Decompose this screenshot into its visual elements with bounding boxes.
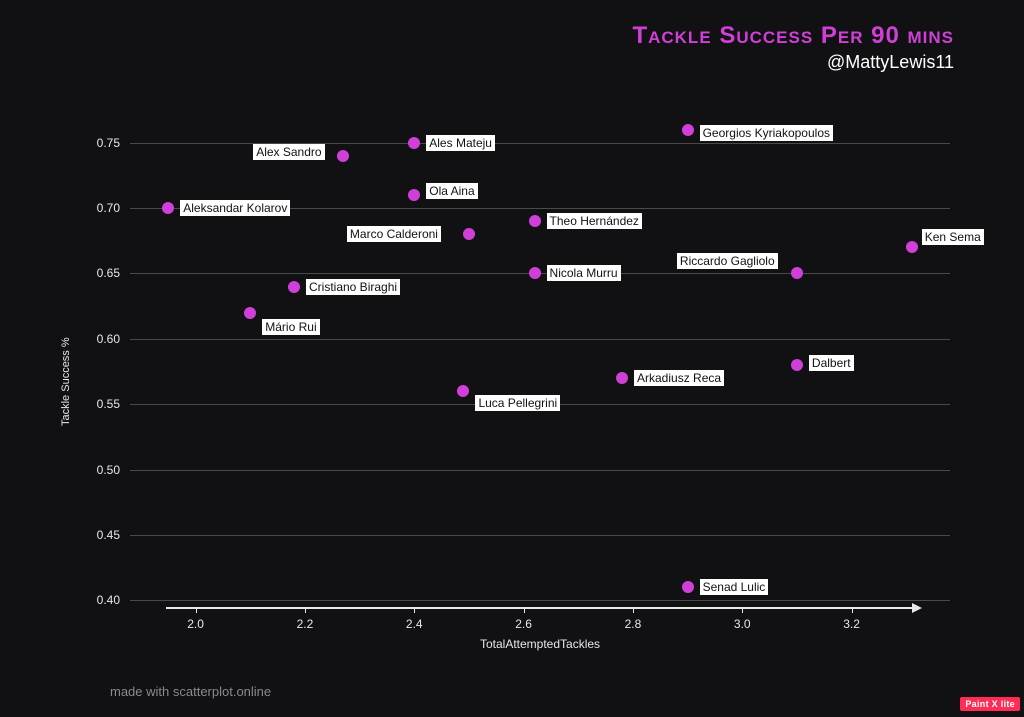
title-block: Tackle Success Per 90 mins @MattyLewis11 [632,22,954,73]
scatter-point [529,215,541,227]
y-tick-label: 0.70 [70,201,120,215]
scatter-point [463,228,475,240]
scatter-point [791,267,803,279]
scatter-point-label: Ken Sema [922,229,984,245]
x-tick-label: 2.4 [406,617,423,631]
scatter-point [682,581,694,593]
scatter-point-label: Mário Rui [262,319,319,335]
scatter-point [408,189,420,201]
x-tick-label: 2.6 [515,617,532,631]
scatter-point-label: Georgios Kyriakopoulos [700,125,833,141]
y-tick-label: 0.65 [70,266,120,280]
scatter-point [906,241,918,253]
scatter-point-label: Marco Calderoni [347,226,441,242]
x-tick-label: 3.0 [734,617,751,631]
x-axis-label: TotalAttemptedTackles [130,637,950,651]
scatter-point-label: Luca Pellegrini [475,395,560,411]
gridline [130,600,950,601]
scatter-point-label: Senad Lulic [700,579,769,595]
scatter-point-label: Cristiano Biraghi [306,279,400,295]
x-tick-label: 2.8 [625,617,642,631]
watermark-badge: Paint X lite [960,697,1020,711]
x-tick-label: 2.0 [187,617,204,631]
chart-subtitle: @MattyLewis11 [632,52,954,73]
y-tick-label: 0.50 [70,463,120,477]
scatter-point-label: Theo Hernández [547,213,642,229]
footer-credit: made with scatterplot.online [110,684,271,699]
x-tick-mark [852,607,853,613]
scatter-point [337,150,349,162]
x-tick-mark [633,607,634,613]
scatter-point-label: Riccardo Gagliolo [677,253,778,269]
scatter-point-label: Dalbert [809,355,854,371]
x-tick-mark [742,607,743,613]
scatter-point-label: Alex Sandro [253,144,324,160]
gridline [130,470,950,471]
scatter-point-label: Arkadiusz Reca [634,370,724,386]
x-tick-label: 3.2 [843,617,860,631]
y-axis-label: Tackle Success % [60,338,72,427]
x-tick-mark [524,607,525,613]
scatter-point [457,385,469,397]
scatter-point [244,307,256,319]
scatter-point-label: Ola Aina [426,183,477,199]
scatter-point-label: Aleksandar Kolarov [180,200,290,216]
gridline [130,535,950,536]
y-tick-label: 0.60 [70,332,120,346]
x-axis-arrow-icon [912,603,922,613]
scatter-point [408,137,420,149]
scatter-point [791,359,803,371]
y-tick-label: 0.40 [70,593,120,607]
x-tick-mark [305,607,306,613]
scatter-point [682,124,694,136]
y-tick-label: 0.45 [70,528,120,542]
x-axis-line [166,607,912,609]
x-tick-mark [414,607,415,613]
plot-area: 0.400.450.500.550.600.650.700.752.02.22.… [130,110,950,620]
scatter-point [616,372,628,384]
scatter-point-label: Nicola Murru [547,265,621,281]
scatter-point [288,281,300,293]
gridline [130,339,950,340]
scatter-point [162,202,174,214]
y-tick-label: 0.75 [70,136,120,150]
scatter-point [529,267,541,279]
x-tick-label: 2.2 [297,617,314,631]
chart-title: Tackle Success Per 90 mins [632,22,954,50]
scatter-point-label: Ales Mateju [426,135,495,151]
y-tick-label: 0.55 [70,397,120,411]
x-tick-mark [196,607,197,613]
